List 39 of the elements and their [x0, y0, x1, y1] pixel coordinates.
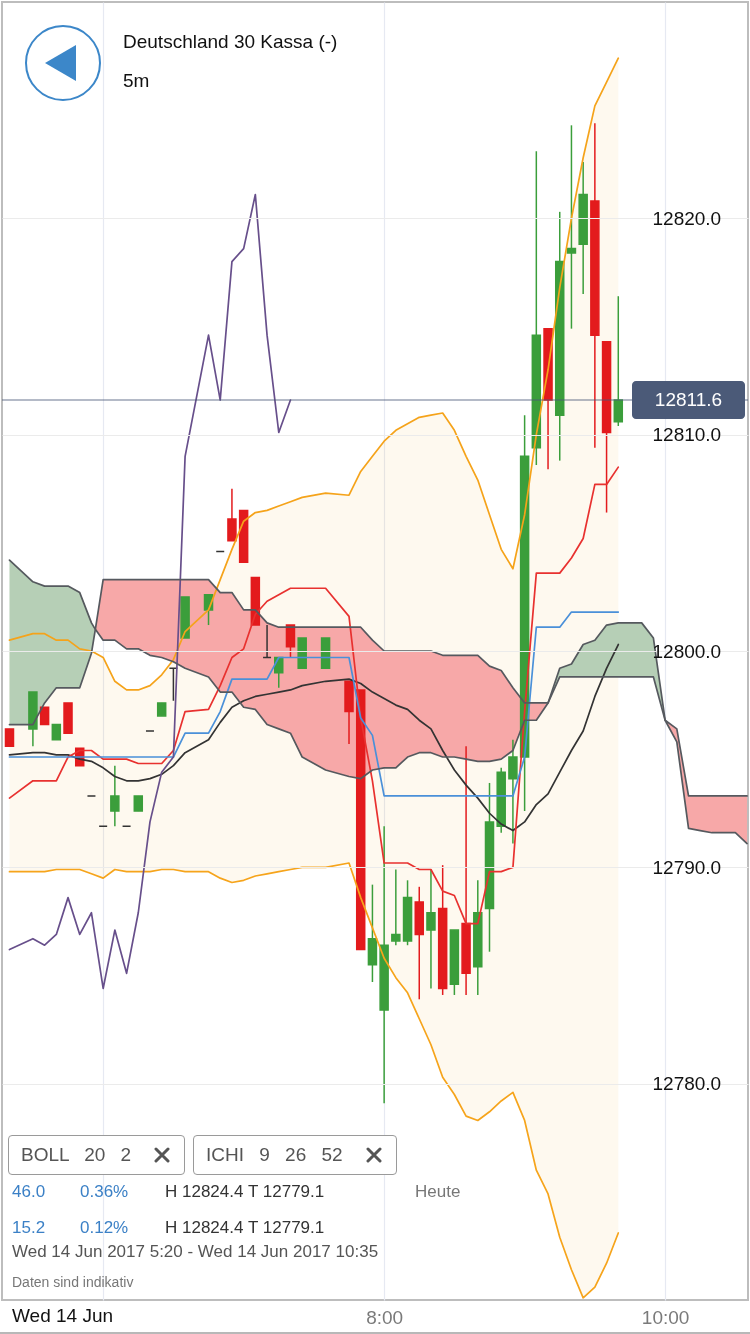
candlestick	[391, 868, 401, 946]
line-series	[8, 57, 620, 691]
annotation: Daten sind indikativ	[12, 1274, 134, 1291]
line-series	[8, 643, 620, 832]
annotation: T 12779.1	[248, 1182, 325, 1202]
annotation: 15.2	[12, 1218, 46, 1238]
x-tick-label: 10:00	[641, 1306, 690, 1328]
annotation: T 12779.1	[248, 1218, 325, 1238]
chip: ICHI 9 26 52	[193, 1135, 397, 1175]
y-tick-label: 12780.0	[652, 1073, 722, 1095]
line-series	[8, 862, 620, 1299]
ref-line-label: 12811.6	[654, 389, 723, 411]
annotation: Heute	[415, 1182, 461, 1202]
text: 5m	[123, 70, 150, 92]
y-tick-label: 12790.0	[652, 856, 722, 878]
annotation: BOLL 20 2	[21, 1144, 132, 1166]
annotation: 46.0	[12, 1182, 46, 1202]
line-series	[8, 193, 292, 990]
text: Wed 14 Jun	[12, 1305, 114, 1327]
annotation: H 12824.4	[165, 1182, 244, 1202]
line-series	[8, 559, 748, 845]
y-tick-label: 12810.0	[652, 424, 722, 446]
candlestick	[566, 124, 577, 330]
y-tick-label: 12820.0	[652, 207, 722, 229]
annotation: Wed 14 Jun 2017 5:20 - Wed 14 Jun 2017 10:35	[12, 1242, 379, 1262]
candlestick	[613, 295, 624, 427]
candlestick	[227, 488, 237, 542]
annotation: 0.12%	[80, 1218, 129, 1238]
candlestick	[426, 868, 436, 990]
line-series	[8, 611, 620, 797]
annotation: ICHI 9 26 52	[206, 1144, 343, 1166]
candlestick	[508, 738, 518, 845]
line-series	[8, 466, 620, 925]
chip: BOLL 20 2	[8, 1135, 185, 1175]
annotation: H 12824.4	[165, 1218, 244, 1238]
text: Deutschland 30 Kassa (-)	[123, 31, 338, 53]
x-tick-label: 8:00	[366, 1306, 404, 1328]
annotation: 0.36%	[80, 1182, 129, 1202]
candlestick	[110, 764, 120, 827]
